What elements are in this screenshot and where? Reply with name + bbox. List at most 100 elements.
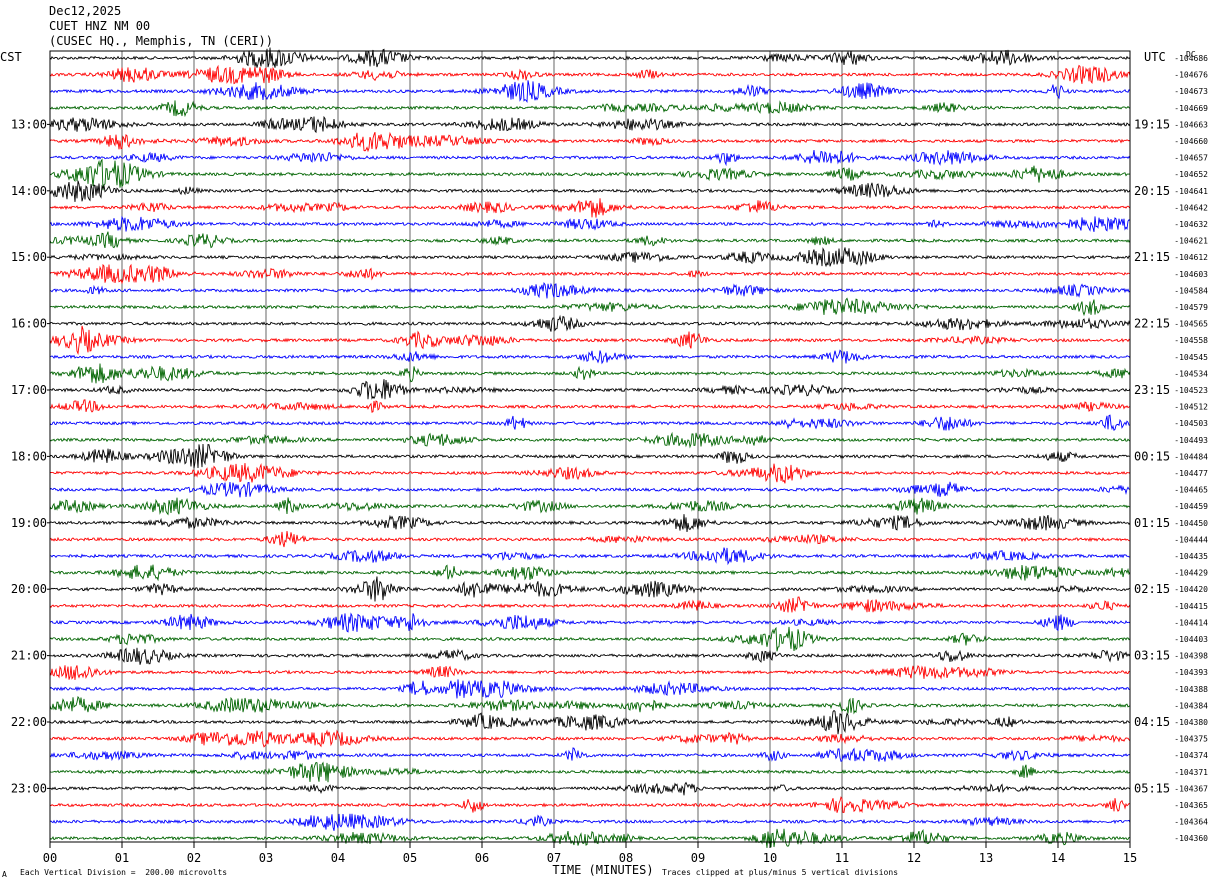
header-station: CUET HNZ NM 00 <box>49 19 151 33</box>
left-hour-label: 23:00 <box>11 781 47 795</box>
left-hour-labels: 13:00 14:00 15:00 16:00 17:00 18:00 19:00 20:00… <box>11 117 50 795</box>
plot-frame <box>49 50 1131 843</box>
dc-header-label: DC <box>1186 50 1196 59</box>
dc-offset-label: -104365 <box>1174 801 1208 810</box>
trace-row-44 <box>49 761 1131 783</box>
trace-row-18 <box>49 325 1131 356</box>
right-hour-label: 22:15 <box>1134 317 1170 331</box>
dc-offset-label: -104503 <box>1174 419 1208 428</box>
dc-offset-label: -104465 <box>1174 486 1208 495</box>
dc-offset-label: -104398 <box>1174 652 1208 661</box>
x-tick-label-08: 08 <box>619 851 633 865</box>
trace-row-21 <box>49 379 1131 400</box>
x-tick-label-11: 11 <box>835 851 849 865</box>
trace-row-27 <box>49 481 1131 498</box>
trace-row-39 <box>49 679 1131 699</box>
trace-row-43 <box>49 747 1131 762</box>
dc-offset-label: -104621 <box>1174 237 1208 246</box>
trace-row-33 <box>49 576 1131 602</box>
trace-row-16 <box>49 297 1131 317</box>
dc-offset-label: -104415 <box>1174 602 1208 611</box>
trace-row-13 <box>49 247 1131 268</box>
x-tick-label-12: 12 <box>907 851 921 865</box>
trace-row-11 <box>49 215 1131 233</box>
dc-offset-label: -104642 <box>1174 203 1208 212</box>
dc-offset-label: -104663 <box>1174 120 1208 129</box>
dc-offset-label: -104459 <box>1174 502 1208 511</box>
trace-row-22 <box>49 399 1131 413</box>
x-tick-label-09: 09 <box>691 851 705 865</box>
x-tick-label-07: 07 <box>547 851 561 865</box>
dc-offset-label: -104523 <box>1174 386 1208 395</box>
right-hour-label: 00:15 <box>1134 449 1170 463</box>
trace-row-40 <box>49 695 1131 715</box>
x-tick-label-15: 15 <box>1123 851 1137 865</box>
dc-offset-label: -104558 <box>1174 336 1208 345</box>
x-tick-label-00: 00 <box>43 851 57 865</box>
left-hour-label: 14:00 <box>11 184 47 198</box>
left-hour-label: 19:00 <box>11 516 47 530</box>
trace-row-47 <box>49 813 1131 831</box>
dc-offset-label: -104484 <box>1174 452 1208 461</box>
x-tick-label-02: 02 <box>187 851 201 865</box>
dc-offset-label: -104364 <box>1174 818 1208 827</box>
dc-offset-label: -104612 <box>1174 253 1208 262</box>
trace-row-9 <box>49 180 1131 202</box>
left-hour-label: 22:00 <box>11 715 47 729</box>
dc-offset-label: -104673 <box>1174 87 1208 96</box>
dc-offset-label: -104660 <box>1174 137 1208 146</box>
trace-row-38 <box>49 665 1131 680</box>
trace-row-8 <box>49 158 1131 191</box>
dc-offset-label: -104657 <box>1174 154 1208 163</box>
x-tick-label-13: 13 <box>979 851 993 865</box>
trace-row-15 <box>49 281 1131 299</box>
x-axis-title: TIME (MINUTES) <box>552 863 653 877</box>
trace-row-42 <box>49 729 1131 748</box>
right-hour-label: 01:15 <box>1134 516 1170 530</box>
trace-row-34 <box>49 596 1131 613</box>
trace-row-4 <box>49 100 1131 118</box>
seismic-traces <box>49 47 1131 848</box>
left-hour-label: 13:00 <box>11 117 47 131</box>
dc-offset-label: -104477 <box>1174 469 1208 478</box>
trace-row-6 <box>49 131 1131 153</box>
trace-row-2 <box>49 64 1131 85</box>
trace-row-17 <box>49 314 1131 332</box>
dc-offset-label: -104493 <box>1174 436 1208 445</box>
dc-offset-label: -104360 <box>1174 834 1208 843</box>
right-timezone-label: UTC <box>1144 50 1166 64</box>
trace-row-48 <box>49 828 1131 848</box>
right-hour-label: 05:15 <box>1134 781 1170 795</box>
dc-offset-label: -104429 <box>1174 569 1208 578</box>
x-tick-label-04: 04 <box>331 851 345 865</box>
dc-offset-label: -104388 <box>1174 685 1208 694</box>
dc-offset-label: -104371 <box>1174 768 1208 777</box>
x-tick-label-10: 10 <box>763 851 777 865</box>
dc-offset-label: -104367 <box>1174 784 1208 793</box>
trace-row-14 <box>49 263 1131 285</box>
left-hour-label: 15:00 <box>11 250 47 264</box>
dc-offset-label: -104534 <box>1174 369 1208 378</box>
right-hour-label: 19:15 <box>1134 117 1170 131</box>
right-hour-label: 03:15 <box>1134 649 1170 663</box>
dc-offset-label: -104669 <box>1174 104 1208 113</box>
trace-row-25 <box>49 443 1131 469</box>
left-hour-label: 17:00 <box>11 383 47 397</box>
trace-row-5 <box>49 115 1131 134</box>
trace-row-46 <box>49 796 1131 814</box>
dc-offset-label: -104579 <box>1174 303 1208 312</box>
minute-grid-lines <box>49 51 1131 842</box>
right-hour-label: 20:15 <box>1134 184 1170 198</box>
left-hour-label: 16:00 <box>11 317 47 331</box>
dc-offset-label: -104374 <box>1174 751 1208 760</box>
dc-offset-label: -104403 <box>1174 635 1208 644</box>
dc-offset-label: -104435 <box>1174 552 1208 561</box>
dc-offset-label: -104686 <box>1174 54 1208 63</box>
x-tick-label-14: 14 <box>1051 851 1065 865</box>
x-tick-label-05: 05 <box>403 851 417 865</box>
x-tick-label-06: 06 <box>475 851 489 865</box>
dc-offset-label: -104375 <box>1174 735 1208 744</box>
trace-row-3 <box>49 80 1131 104</box>
dc-offset-label: -104545 <box>1174 353 1208 362</box>
